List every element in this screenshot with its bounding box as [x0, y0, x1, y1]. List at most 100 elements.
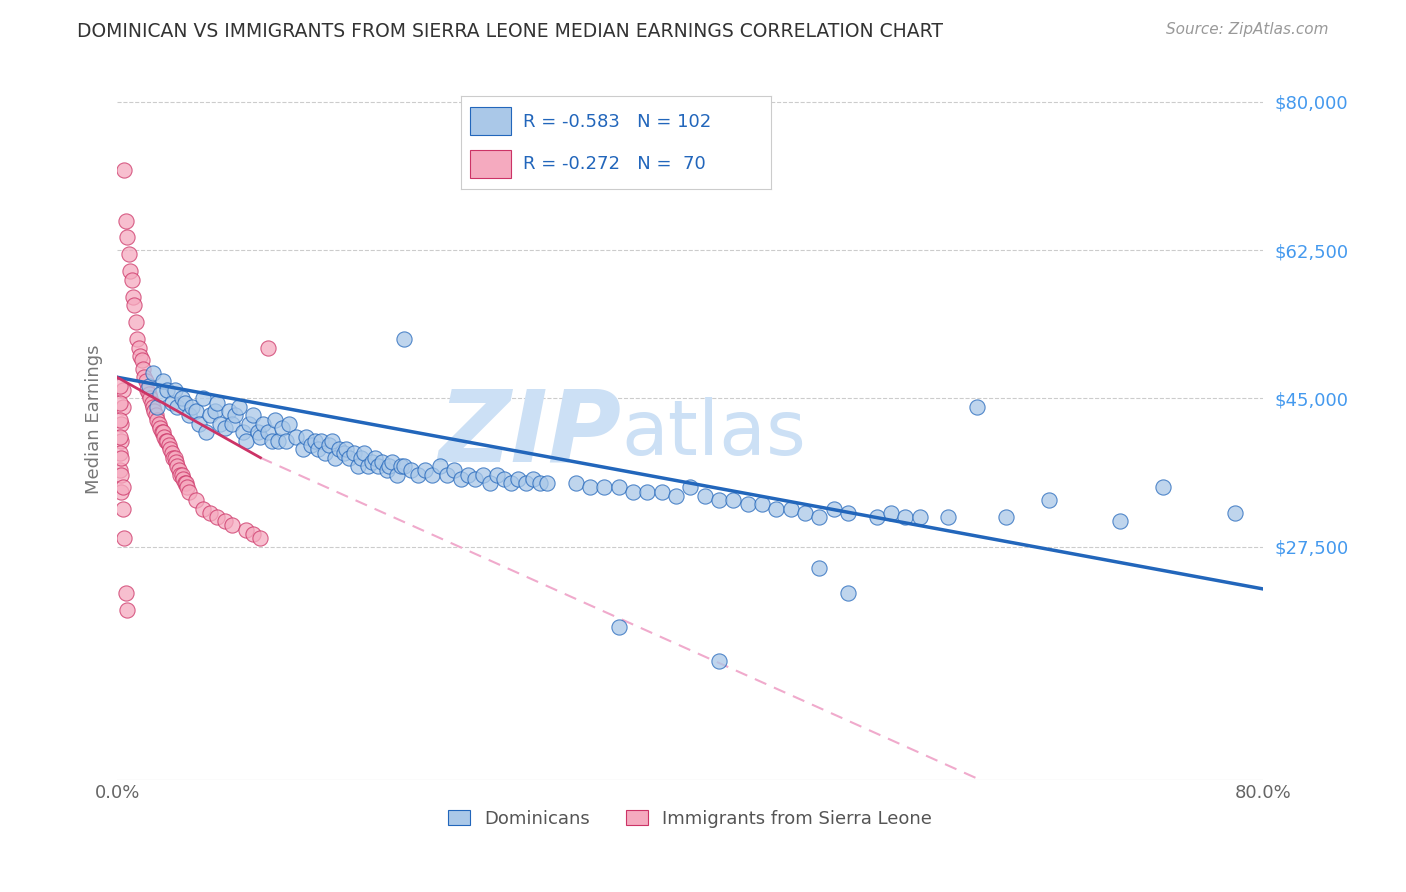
Point	[406, 467, 429, 482]
Point	[111, 501, 134, 516]
Point	[443, 463, 465, 477]
Point	[108, 446, 131, 460]
Point	[209, 417, 232, 431]
Point	[207, 510, 229, 524]
Point	[172, 472, 194, 486]
Point	[529, 476, 551, 491]
Point	[170, 392, 193, 406]
Point	[108, 395, 131, 409]
Point	[636, 484, 658, 499]
Point	[665, 489, 688, 503]
Point	[191, 501, 214, 516]
Point	[163, 383, 186, 397]
Point	[187, 417, 209, 431]
Point	[389, 459, 412, 474]
Point	[381, 455, 404, 469]
Point	[163, 450, 186, 465]
Point	[1223, 506, 1246, 520]
Point	[108, 378, 131, 392]
Point	[184, 493, 207, 508]
Point	[765, 501, 787, 516]
Point	[266, 434, 288, 448]
Point	[160, 446, 183, 460]
Point	[169, 467, 191, 482]
Point	[693, 489, 716, 503]
Point	[129, 349, 152, 363]
Point	[328, 442, 350, 457]
Point	[111, 400, 134, 414]
Point	[779, 501, 801, 516]
Point	[195, 425, 218, 440]
Point	[139, 392, 162, 406]
Point	[115, 230, 138, 244]
Point	[221, 518, 243, 533]
Point	[155, 434, 177, 448]
Point	[679, 480, 702, 494]
Point	[321, 434, 343, 448]
Point	[249, 429, 271, 443]
Point	[174, 476, 197, 491]
Point	[361, 455, 384, 469]
Point	[260, 434, 283, 448]
Point	[141, 395, 163, 409]
Point	[385, 467, 408, 482]
Point	[707, 654, 730, 668]
Point	[318, 438, 340, 452]
Point	[309, 434, 332, 448]
Point	[908, 510, 931, 524]
Point	[152, 375, 174, 389]
Point	[621, 484, 644, 499]
Point	[508, 472, 530, 486]
Text: DOMINICAN VS IMMIGRANTS FROM SIERRA LEONE MEDIAN EARNINGS CORRELATION CHART: DOMINICAN VS IMMIGRANTS FROM SIERRA LEON…	[77, 22, 943, 41]
Point	[292, 442, 315, 457]
Point	[501, 476, 523, 491]
Point	[263, 412, 285, 426]
Point	[156, 383, 179, 397]
Point	[471, 467, 494, 482]
Point	[122, 290, 145, 304]
Point	[252, 417, 274, 431]
Point	[238, 417, 260, 431]
Point	[120, 264, 142, 278]
Point	[607, 480, 630, 494]
Point	[378, 459, 401, 474]
Point	[121, 273, 143, 287]
Point	[450, 472, 472, 486]
Point	[128, 341, 150, 355]
Point	[304, 434, 326, 448]
Point	[177, 484, 200, 499]
Point	[314, 446, 336, 460]
Point	[564, 476, 586, 491]
Point	[364, 450, 387, 465]
Text: Source: ZipAtlas.com: Source: ZipAtlas.com	[1166, 22, 1329, 37]
Text: ZIP: ZIP	[439, 385, 621, 483]
Point	[173, 476, 195, 491]
Point	[111, 480, 134, 494]
Point	[392, 459, 415, 474]
Point	[579, 480, 602, 494]
Point	[323, 450, 346, 465]
Point	[170, 467, 193, 482]
Point	[124, 298, 146, 312]
Point	[180, 400, 202, 414]
Point	[138, 378, 160, 392]
Point	[994, 510, 1017, 524]
Point	[166, 400, 188, 414]
Point	[204, 404, 226, 418]
Point	[246, 425, 269, 440]
Point	[342, 446, 364, 460]
Point	[110, 417, 132, 431]
Point	[271, 421, 294, 435]
Point	[494, 472, 516, 486]
Point	[235, 523, 257, 537]
Point	[110, 467, 132, 482]
Point	[143, 404, 166, 418]
Legend: Dominicans, Immigrants from Sierra Leone: Dominicans, Immigrants from Sierra Leone	[441, 803, 939, 836]
Point	[593, 480, 616, 494]
Point	[152, 425, 174, 440]
Point	[375, 463, 398, 477]
Point	[966, 400, 988, 414]
Point	[242, 527, 264, 541]
Point	[865, 510, 887, 524]
Point	[138, 387, 160, 401]
